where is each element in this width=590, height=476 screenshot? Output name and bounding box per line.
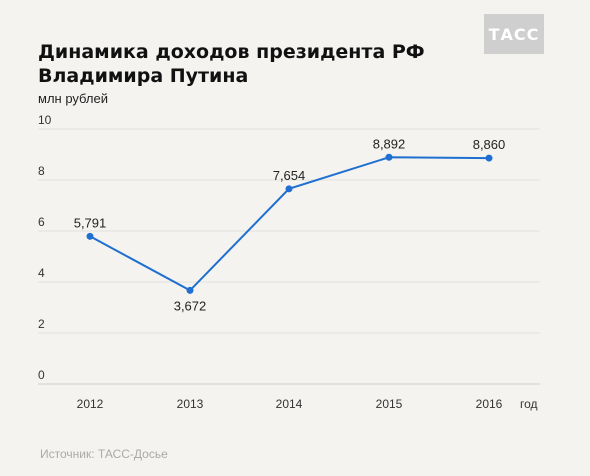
data-label: 7,654 [273, 168, 306, 183]
data-point [485, 154, 493, 162]
data-label: 3,672 [174, 298, 207, 313]
data-labels: 5,791 3,672 7,654 8,892 8,860 [74, 136, 506, 313]
y-tick-label: 2 [38, 317, 45, 331]
data-point [86, 232, 94, 240]
data-point [385, 153, 393, 161]
grid-lines [38, 128, 540, 385]
y-tick-label: 0 [38, 368, 45, 382]
data-label: 8,860 [473, 137, 506, 152]
y-tick-label: 6 [38, 215, 45, 229]
x-tick-label: 2013 [177, 397, 204, 411]
data-label: 8,892 [373, 136, 406, 151]
x-axis-unit-label: год [520, 397, 538, 411]
x-tick-label: 2012 [77, 397, 104, 411]
source-note: Источник: ТАСС-Досье [40, 447, 168, 461]
tass-logo: ТАСС [484, 14, 544, 54]
data-point [186, 286, 194, 294]
x-tick-label: 2014 [276, 397, 303, 411]
y-tick-label: 4 [38, 266, 45, 280]
y-tick-label: 8 [38, 164, 45, 178]
data-points [86, 153, 493, 294]
data-label: 5,791 [74, 215, 107, 230]
x-tick-label: 2015 [376, 397, 403, 411]
x-axis-ticks: 2012 2013 2014 2015 2016 [77, 397, 503, 411]
chart-title: Динамика доходов президента РФ Владимира… [38, 41, 425, 87]
x-tick-label: 2016 [476, 397, 503, 411]
y-axis-ticks: 0 2 4 6 8 10 [38, 113, 52, 382]
y-axis-unit-label: млн рублей [38, 91, 108, 106]
y-tick-label: 10 [38, 113, 52, 127]
data-point [285, 185, 293, 193]
